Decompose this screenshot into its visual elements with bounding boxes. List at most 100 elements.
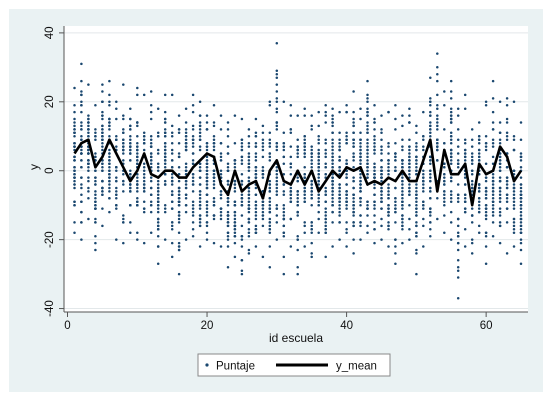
scatter-point xyxy=(345,172,348,176)
scatter-point xyxy=(491,197,495,200)
scatter-point xyxy=(359,107,362,110)
scatter-point xyxy=(268,224,272,228)
scatter-point xyxy=(219,155,223,159)
scatter-point xyxy=(366,148,369,152)
scatter-point xyxy=(415,155,418,159)
scatter-point xyxy=(345,131,348,135)
scatter-point xyxy=(80,166,83,169)
scatter-point xyxy=(198,121,202,124)
scatter-point xyxy=(456,269,460,272)
scatter-point xyxy=(422,200,425,203)
scatter-point xyxy=(519,166,523,169)
scatter-point xyxy=(156,200,160,203)
scatter-point xyxy=(429,104,432,107)
scatter-point xyxy=(449,138,453,141)
scatter-point xyxy=(275,141,279,145)
scatter-point xyxy=(463,93,467,97)
scatter-point xyxy=(366,124,369,128)
scatter-point xyxy=(394,159,397,162)
scatter-point xyxy=(380,145,383,148)
scatter-point xyxy=(254,193,258,197)
scatter-point xyxy=(324,214,327,217)
scatter-point xyxy=(345,207,348,210)
scatter-point xyxy=(296,114,299,117)
scatter-point xyxy=(289,193,293,197)
scatter-point xyxy=(177,248,181,252)
scatter-point xyxy=(108,159,111,162)
scatter-point xyxy=(163,238,167,241)
scatter-point xyxy=(484,179,488,183)
scatter-point xyxy=(142,93,146,97)
scatter-point xyxy=(373,221,376,224)
scatter-point xyxy=(387,172,390,176)
scatter-point xyxy=(415,141,418,145)
scatter-point xyxy=(289,104,293,107)
scatter-point xyxy=(449,131,453,135)
scatter-point xyxy=(310,224,313,228)
scatter-point xyxy=(498,214,502,217)
scatter-point xyxy=(101,117,104,121)
scatter-point xyxy=(519,176,523,179)
scatter-point xyxy=(156,203,160,207)
scatter-point xyxy=(429,159,432,162)
scatter-point xyxy=(505,131,509,135)
scatter-point xyxy=(254,224,258,228)
scatter-point xyxy=(498,221,502,224)
scatter-point xyxy=(289,245,293,248)
scatter-point xyxy=(394,141,397,145)
scatter-point xyxy=(456,107,460,110)
scatter-point xyxy=(436,66,439,69)
scatter-point xyxy=(401,217,404,221)
scatter-point xyxy=(275,124,279,128)
scatter-point xyxy=(205,203,209,207)
scatter-point xyxy=(240,141,244,145)
scatter-point xyxy=(429,172,432,176)
scatter-point xyxy=(401,193,404,197)
scatter-point xyxy=(101,128,104,131)
scatter-point xyxy=(470,252,474,255)
scatter-point xyxy=(275,121,279,124)
scatter-point xyxy=(289,166,293,169)
scatter-point xyxy=(387,141,390,145)
scatter-point xyxy=(282,214,286,217)
scatter-point xyxy=(443,231,446,234)
scatter-point xyxy=(136,141,139,145)
scatter-point xyxy=(484,100,488,104)
scatter-point xyxy=(401,224,404,228)
scatter-point xyxy=(80,238,83,241)
scatter-point xyxy=(338,183,341,186)
scatter-point xyxy=(296,265,299,269)
scatter-point xyxy=(289,197,293,200)
x-tick-label: 60 xyxy=(480,320,493,332)
scatter-point xyxy=(436,121,439,124)
scatter-point xyxy=(268,183,272,186)
scatter-point xyxy=(108,152,111,155)
scatter-point xyxy=(136,238,139,241)
scatter-point xyxy=(212,124,216,128)
scatter-point xyxy=(87,124,90,128)
scatter-point xyxy=(310,221,313,224)
scatter-point xyxy=(422,186,425,190)
scatter-point xyxy=(226,135,230,138)
scatter-point xyxy=(261,145,265,148)
scatter-point xyxy=(324,148,327,152)
scatter-point xyxy=(198,162,202,166)
scatter-point xyxy=(456,265,460,269)
scatter-point xyxy=(163,135,167,138)
scatter-point xyxy=(505,193,509,197)
scatter-point xyxy=(505,138,509,141)
scatter-point xyxy=(108,186,111,190)
scatter-point xyxy=(310,162,313,166)
scatter-point xyxy=(275,207,279,210)
scatter-point xyxy=(80,104,83,107)
scatter-point xyxy=(401,166,404,169)
scatter-point xyxy=(212,141,216,145)
scatter-point xyxy=(115,169,118,172)
scatter-point xyxy=(205,193,209,197)
scatter-point xyxy=(156,169,160,172)
scatter-point xyxy=(394,152,397,155)
scatter-point xyxy=(205,114,209,117)
scatter-point xyxy=(380,217,383,221)
scatter-point xyxy=(177,214,181,217)
